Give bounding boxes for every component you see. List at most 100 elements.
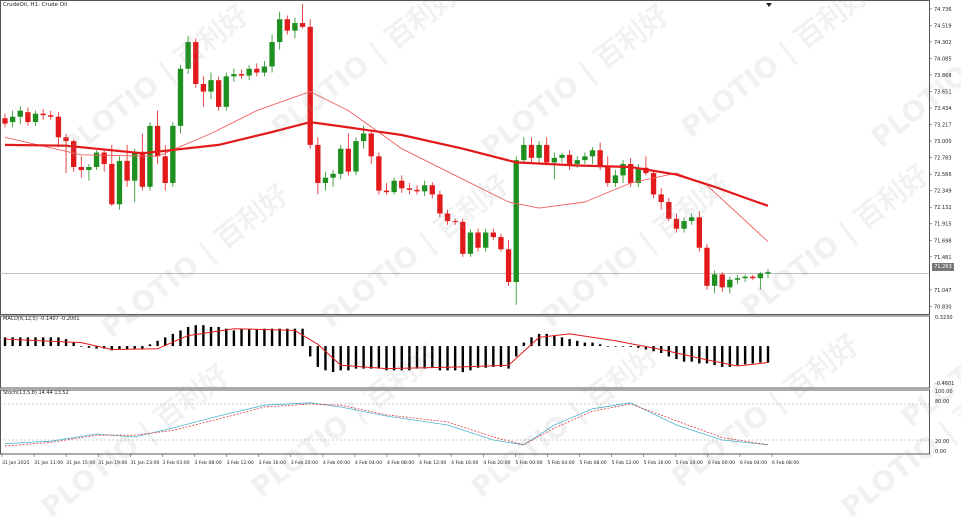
price-tick-label: 73.868 <box>934 73 952 79</box>
candle-body <box>566 154 573 164</box>
macd-histogram-bar <box>392 346 396 371</box>
price-tick-label: 72.566 <box>934 172 952 178</box>
chart-canvas[interactable]: 74.736 74.519 74.302 74.085 73.868 73.651 73.4… <box>0 0 961 469</box>
macd-histogram-bar <box>598 344 602 347</box>
candle-body <box>460 221 466 254</box>
macd-histogram-bar <box>515 346 518 357</box>
candle-body <box>452 221 458 223</box>
time-tick-label: 31 Jan 11:00 <box>34 460 63 466</box>
candle-body <box>132 151 138 181</box>
macd-histogram-bar <box>118 346 121 350</box>
candle-body <box>215 80 222 107</box>
candle-body <box>421 185 428 192</box>
price-tick-label: 72.783 <box>934 156 952 162</box>
candle-body <box>681 221 687 229</box>
macd-histogram-bar <box>499 346 503 367</box>
macd-histogram-bar <box>164 337 167 347</box>
macd-histogram-bar <box>186 326 190 347</box>
candle-body <box>582 156 588 161</box>
time-tick-label: 4 Feb 04:00 <box>355 460 382 466</box>
time-tick-label: 5 Feb 08:00 <box>580 460 607 466</box>
chart-window[interactable]: 74.736 74.519 74.302 74.085 73.868 73.651 73.4… <box>0 0 961 469</box>
stoch-panel-frame <box>0 389 930 455</box>
candle-body <box>55 116 62 138</box>
stoch-label: Stoch(13,5,8) 14.44 13.52 <box>3 390 69 396</box>
macd-histogram-bar <box>286 328 289 347</box>
candle-body <box>490 232 496 238</box>
candle-body <box>177 68 184 126</box>
time-tick-label: 5 Feb 04:00 <box>547 460 574 466</box>
candle-body <box>261 66 268 73</box>
candle-body <box>338 148 344 174</box>
candle-body <box>208 80 214 92</box>
candle-body <box>605 166 611 183</box>
time-tick-label: 31 Jan 19:00 <box>98 460 127 466</box>
price-tick-label: 72.132 <box>934 205 952 211</box>
macd-histogram-bar <box>194 325 197 347</box>
candle-body <box>635 167 641 183</box>
candle-body <box>444 213 451 222</box>
candle-body <box>9 116 16 123</box>
candle-body <box>612 175 619 183</box>
stoch-scale-bottom: 0.00 <box>935 449 947 455</box>
candle-body <box>589 150 596 157</box>
macd-histogram-bar <box>171 333 175 347</box>
candle-body <box>345 148 352 172</box>
price-tick-label: 71.698 <box>934 238 952 244</box>
macd-histogram-bar <box>209 326 213 347</box>
candle-body <box>25 112 31 123</box>
time-tick-label: 3 Feb 16:00 <box>259 460 286 466</box>
macd-histogram-bar <box>64 339 68 347</box>
ma-slow-line <box>4 121 769 207</box>
macd-histogram-bar <box>415 346 419 369</box>
candle-body <box>696 217 703 248</box>
candle-body <box>86 166 92 171</box>
time-tick-label: 4 Feb 00:00 <box>323 460 350 466</box>
symbol-label: CrudeOil, H1: Crude Oil <box>3 2 68 8</box>
macd-histogram-bar <box>568 339 571 347</box>
candle-body <box>376 156 382 191</box>
candle-body <box>246 68 252 76</box>
candle-body <box>559 154 565 158</box>
macd-histogram-bar <box>553 335 556 347</box>
candle-body <box>231 74 237 77</box>
candle-body <box>93 152 100 167</box>
candle-body <box>139 151 146 187</box>
candle-body <box>162 156 168 183</box>
macd-histogram-bar <box>545 333 548 347</box>
macd-histogram-bar <box>759 346 762 363</box>
macd-histogram-bar <box>354 346 358 369</box>
macd-histogram-bar <box>644 346 648 350</box>
candle-body <box>757 273 764 279</box>
candle-body <box>658 194 664 203</box>
macd-histogram-bar <box>316 346 320 367</box>
macd-histogram-bar <box>179 330 182 347</box>
macd-histogram-bar <box>133 346 136 349</box>
stoch-main-line <box>4 402 769 446</box>
price-tick-label: 74.302 <box>934 40 952 46</box>
time-tick-label: 5 Feb 16:00 <box>644 460 671 466</box>
candle-body <box>223 76 229 107</box>
candle-body <box>330 173 336 178</box>
macd-histogram-bar <box>110 346 114 351</box>
macd-histogram-bar <box>125 346 129 350</box>
macd-histogram-bar <box>522 342 526 347</box>
candle-body <box>238 74 245 76</box>
macd-histogram-bar <box>331 346 335 373</box>
macd-histogram-bar <box>743 346 747 365</box>
candle-body <box>689 217 695 222</box>
macd-histogram-bar <box>225 328 228 347</box>
candle-body <box>200 83 207 92</box>
candle-body <box>765 272 771 274</box>
candle-body <box>498 237 504 250</box>
candle-body <box>536 144 542 158</box>
macd-histogram-bar <box>530 337 533 347</box>
macd-histogram-bar <box>324 346 327 371</box>
macd-histogram-bar <box>721 346 724 367</box>
stoch-scale-80: 80.00 <box>935 399 950 405</box>
macd-histogram-bar <box>469 346 472 371</box>
shift-marker-icon <box>766 3 772 7</box>
macd-scale-top: 0.3230 <box>935 315 953 321</box>
candle-body <box>475 232 481 248</box>
macd-histogram-bar <box>461 346 464 373</box>
